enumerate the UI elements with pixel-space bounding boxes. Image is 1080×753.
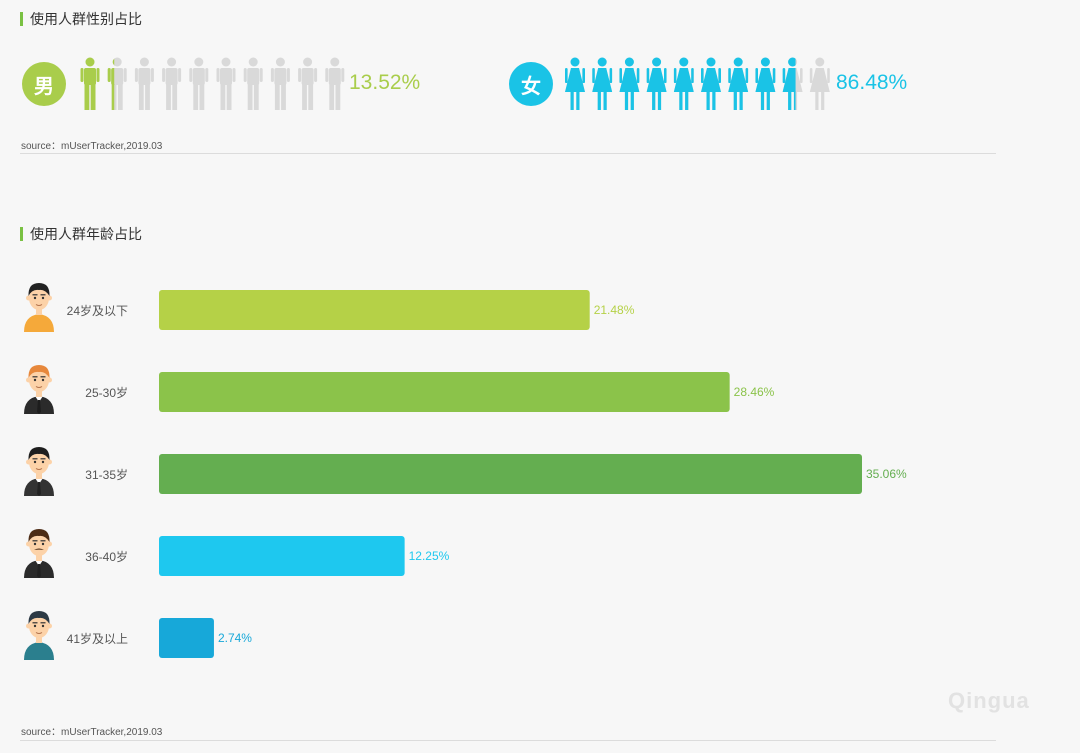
age-bar-value-label: 35.06%	[866, 467, 907, 481]
male-person-icon	[216, 57, 236, 110]
age-bar	[159, 372, 730, 412]
male-person-icon	[162, 57, 182, 110]
age-section-title: 使用人群年龄占比	[20, 226, 142, 242]
female-person-icon	[592, 57, 613, 110]
female-person-icon	[673, 57, 694, 110]
male-person-icon	[134, 57, 154, 110]
young-man-icon	[24, 283, 54, 332]
age-bar-value-label: 21.48%	[594, 303, 635, 317]
male-people-icons	[80, 57, 345, 110]
female-person-icon	[646, 57, 667, 110]
gender-source-note: source：mUserTracker,2019.03	[21, 141, 163, 152]
gender-section-title: 使用人群性别占比	[20, 11, 142, 27]
male-person-icon	[243, 57, 263, 110]
male-person-icon	[107, 57, 127, 110]
male-person-icon	[298, 57, 318, 110]
age-source-note: source：mUserTracker,2019.03	[21, 727, 163, 738]
female-people-icons	[565, 57, 830, 110]
male-person-icon	[80, 57, 100, 110]
suit-man-icon	[24, 447, 54, 496]
age-bar	[159, 536, 405, 576]
male-badge: 男	[22, 62, 66, 106]
female-person-icon	[809, 57, 830, 110]
age-category-label: 41岁及以上	[67, 631, 128, 646]
male-person-icon	[270, 57, 290, 110]
mustache-man-icon	[24, 529, 54, 578]
female-person-icon	[619, 57, 640, 110]
age-bar-value-label: 12.25%	[409, 549, 450, 563]
female-person-icon	[755, 57, 776, 110]
watermark: Qingua	[948, 688, 1030, 713]
female-person-icon	[565, 57, 585, 110]
male-person-icon	[325, 57, 345, 110]
age-category-label: 25-30岁	[85, 385, 128, 400]
age-category-label: 24岁及以下	[67, 303, 128, 318]
age-bar-value-label: 28.46%	[734, 385, 775, 399]
age-bar-chart: 24岁及以下 21.48% 25-30岁 28.46% 31-35岁 35.06% 36-4…	[24, 283, 907, 660]
female-percent: 86.48%	[836, 71, 908, 94]
older-man-icon	[24, 611, 54, 660]
age-category-label: 31-35岁	[85, 467, 128, 482]
male-person-icon	[189, 57, 209, 110]
age-bar	[159, 618, 214, 658]
age-category-label: 36-40岁	[85, 549, 128, 564]
age-bar	[159, 290, 590, 330]
divider	[20, 153, 996, 154]
divider	[20, 740, 996, 741]
age-bar-value-label: 2.74%	[218, 631, 252, 645]
age-bar	[159, 454, 862, 494]
female-person-icon	[782, 57, 803, 110]
male-percent: 13.52%	[349, 71, 421, 94]
female-badge: 女	[509, 62, 553, 106]
ginger-man-icon	[24, 365, 54, 414]
female-person-icon	[728, 57, 749, 110]
female-person-icon	[701, 57, 721, 110]
